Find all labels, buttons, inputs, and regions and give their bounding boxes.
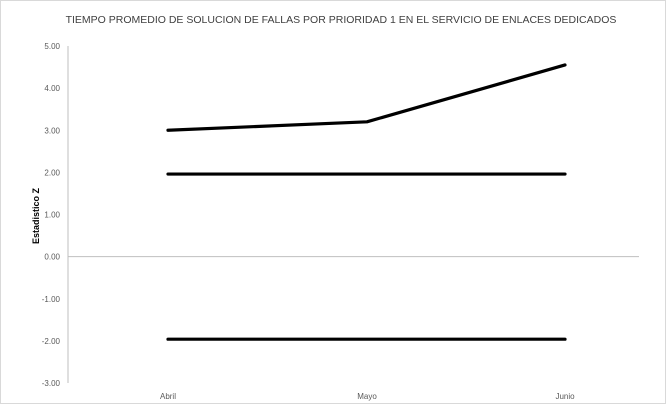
series-layer — [166, 63, 567, 341]
y-axis-title: Estadistico Z — [31, 187, 41, 244]
x-axis-ticks: Abril Mayo Junio — [160, 392, 575, 401]
y-tick-label: -1.00 — [42, 295, 61, 304]
y-tick-label: 3.00 — [44, 126, 60, 135]
x-tick-label: Junio — [555, 392, 575, 401]
y-tick-label: 1.00 — [44, 211, 60, 220]
y-axis-ticks: 5.00 4.00 3.00 2.00 1.00 0.00 -1.00 -2.00 -3.00 — [42, 42, 61, 388]
x-tick-label: Mayo — [357, 392, 377, 401]
y-tick-label: 4.00 — [44, 84, 60, 93]
y-tick-label: 5.00 — [44, 42, 60, 51]
y-tick-label: 0.00 — [44, 253, 60, 262]
axes — [67, 46, 639, 383]
y-tick-label: -2.00 — [42, 337, 61, 346]
chart-title: TIEMPO PROMEDIO DE SOLUCION DE FALLAS PO… — [66, 14, 617, 26]
series-line-1 — [166, 63, 567, 132]
y-tick-label: 2.00 — [44, 168, 60, 177]
y-tick-label: -3.00 — [42, 379, 61, 388]
x-tick-label: Abril — [160, 392, 176, 401]
